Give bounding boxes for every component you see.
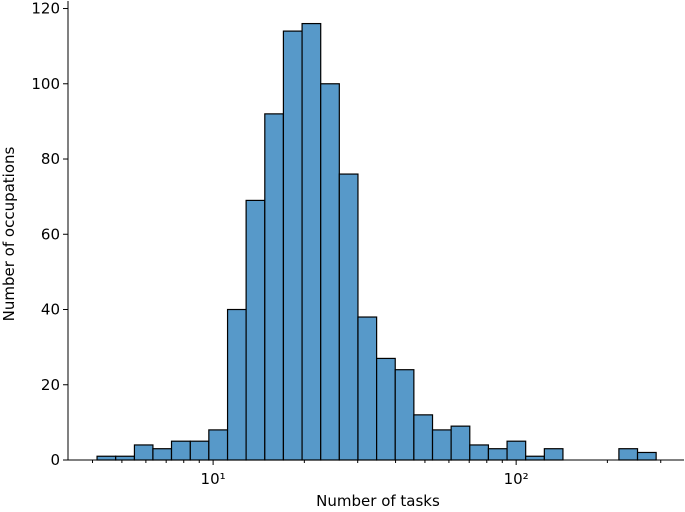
y-tick-label: 80 [41,150,60,168]
y-tick-label: 40 [41,301,60,319]
y-tick-label: 0 [50,451,60,469]
bar [469,444,490,461]
y-tick-label: 120 [31,0,60,18]
bar [133,444,154,461]
y-tick-label: 20 [41,376,60,394]
bar [96,455,117,461]
x-tick-label: 10² [504,470,529,488]
bar [152,448,173,461]
bar [170,440,191,461]
bar [320,83,340,461]
bar [376,357,396,461]
bar [357,316,378,461]
x-axis-label: Number of tasks [316,492,440,510]
bar [618,448,639,461]
bar [301,22,322,461]
bar [413,414,434,461]
bar [506,440,527,461]
bar [245,199,266,461]
bar [431,429,452,461]
bar [525,455,545,461]
bar [450,425,471,461]
x-tick-label: 10¹ [201,470,226,488]
bar [226,308,247,461]
bar [189,440,210,461]
bar [487,448,508,461]
bar [208,429,229,461]
bar [282,30,303,461]
y-axis-label: Number of occupations [0,146,18,321]
bar [338,173,359,461]
bar [543,448,564,461]
y-tick-label: 100 [31,75,60,93]
bar [264,113,285,461]
bar [394,369,415,461]
bar [115,455,136,461]
y-tick-label: 60 [41,225,60,243]
bar [636,451,657,461]
